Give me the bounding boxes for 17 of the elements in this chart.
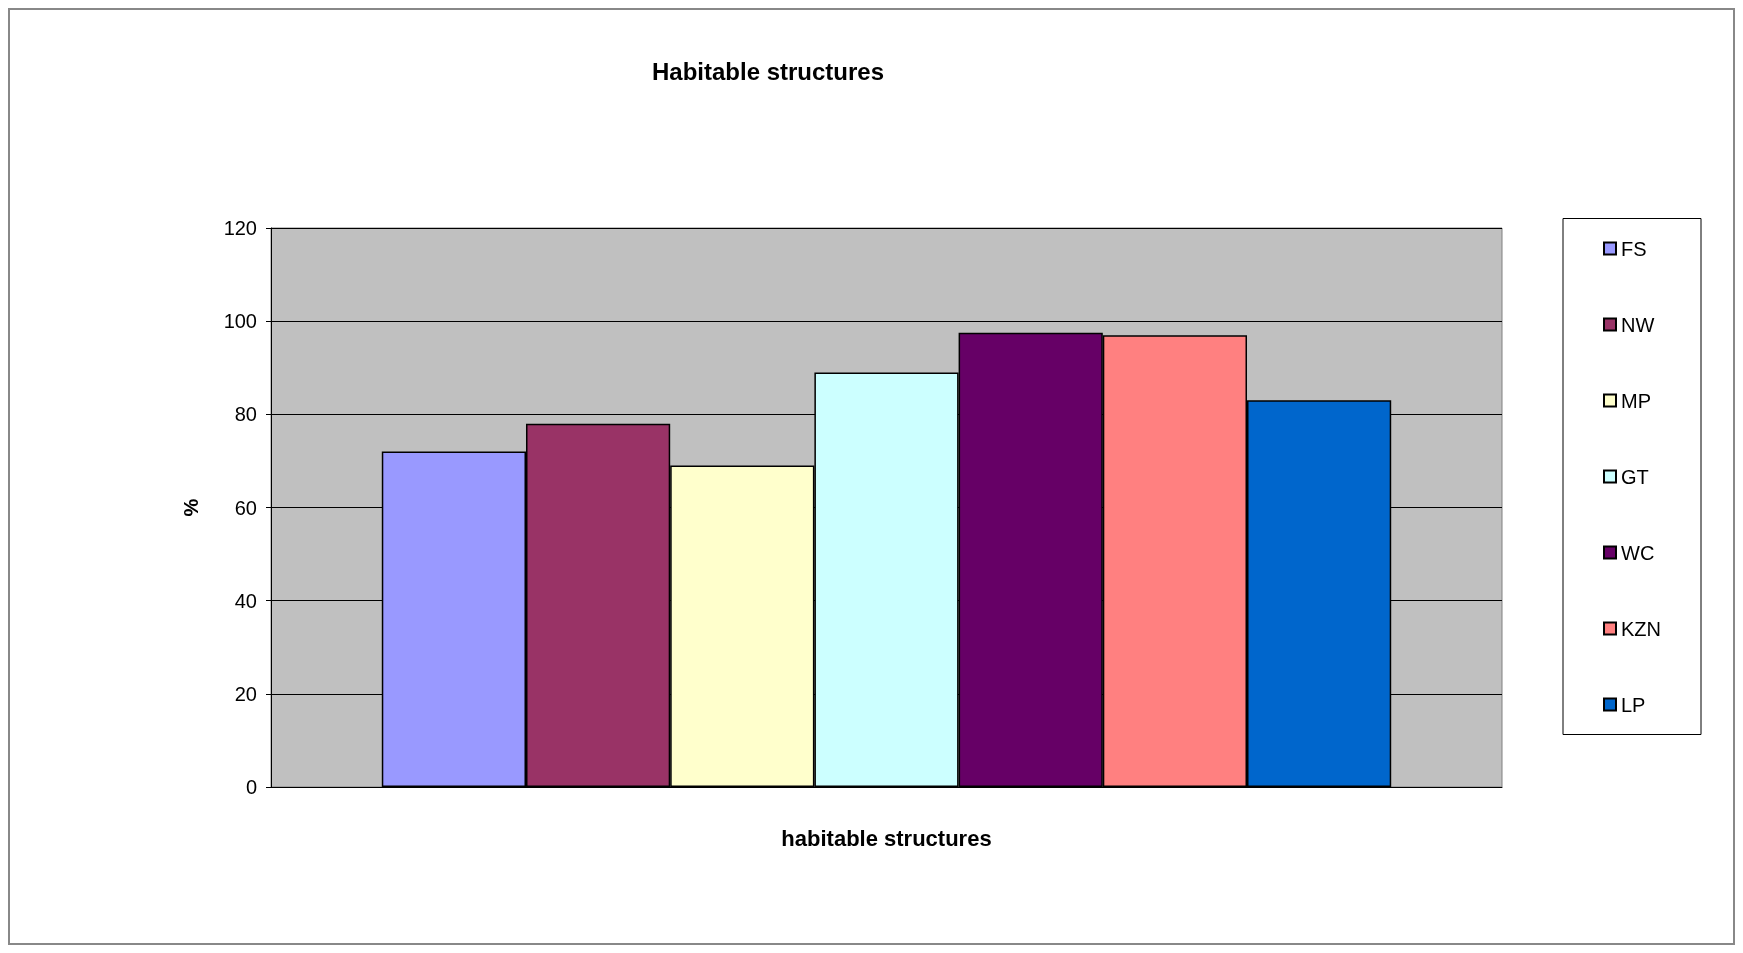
legend-label: GT: [1621, 465, 1649, 488]
y-tick-label: 80: [234, 403, 257, 426]
y-tick-label: 100: [223, 310, 257, 333]
y-tick-label: 20: [234, 682, 257, 705]
legend-label: NW: [1621, 313, 1655, 336]
y-tick-label: 40: [234, 589, 257, 612]
legend-label: KZN: [1621, 617, 1661, 640]
legend-label: LP: [1621, 693, 1646, 716]
y-tick-label: 0: [245, 776, 257, 798]
x-tick-label: habitable structures: [781, 825, 992, 851]
legend-label: FS: [1621, 237, 1647, 260]
y-tick-label: 120: [223, 217, 257, 239]
y-axis-title: %: [180, 498, 202, 517]
y-tick-label: 60: [234, 496, 257, 519]
legend-label: MP: [1621, 389, 1651, 412]
chart-title: Habitable structures: [651, 57, 885, 85]
legend-label: WC: [1621, 541, 1655, 564]
